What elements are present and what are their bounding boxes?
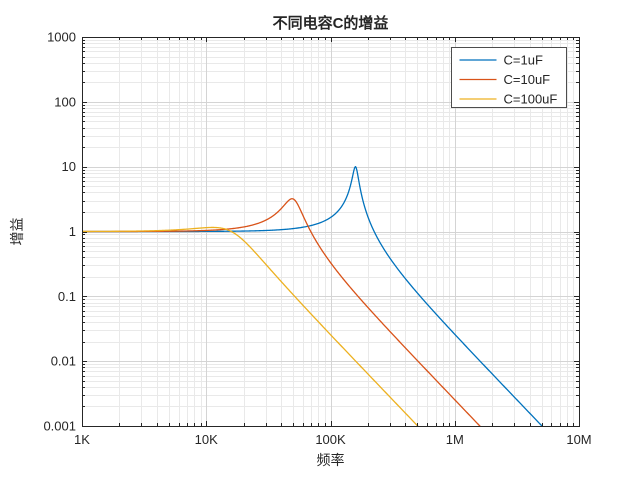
y-tick-label: 0.1	[58, 289, 76, 304]
y-tick-label: 1	[69, 224, 76, 239]
axes-box	[82, 37, 580, 427]
x-tick-label: 1M	[446, 432, 464, 447]
x-tick-label: 10M	[566, 432, 591, 447]
y-tick-label: 1000	[47, 30, 76, 45]
legend-label: C=1uF	[504, 53, 543, 68]
legend-label: C=10uF	[504, 72, 551, 87]
y-tick-label: 0.01	[51, 354, 76, 369]
tick-labels: 1K 10K 100K 1M 10M 1000 100 10 1 0.1 0.01 0.001	[43, 30, 591, 448]
series-line-c-1uf	[82, 165, 543, 426]
legend: C=1uF C=10uF C=100uF	[451, 47, 567, 108]
y-tick-label: 10	[62, 159, 76, 174]
series-line-c-10uf	[82, 198, 481, 426]
series-curves	[82, 165, 543, 426]
x-tick-label: 10K	[195, 432, 218, 447]
legend-label: C=100uF	[504, 92, 558, 107]
x-axis-label: 频率	[317, 452, 345, 468]
y-tick-label: 0.001	[43, 419, 76, 434]
y-axis-label: 增益	[9, 218, 25, 246]
y-tick-label: 100	[54, 94, 76, 109]
legend-box	[451, 47, 567, 108]
x-tick-label: 1K	[74, 432, 90, 447]
x-tick-label: 100K	[315, 432, 346, 447]
chart-title: 不同电容C的增益	[273, 14, 389, 32]
series-line-c-100uf	[82, 226, 419, 426]
